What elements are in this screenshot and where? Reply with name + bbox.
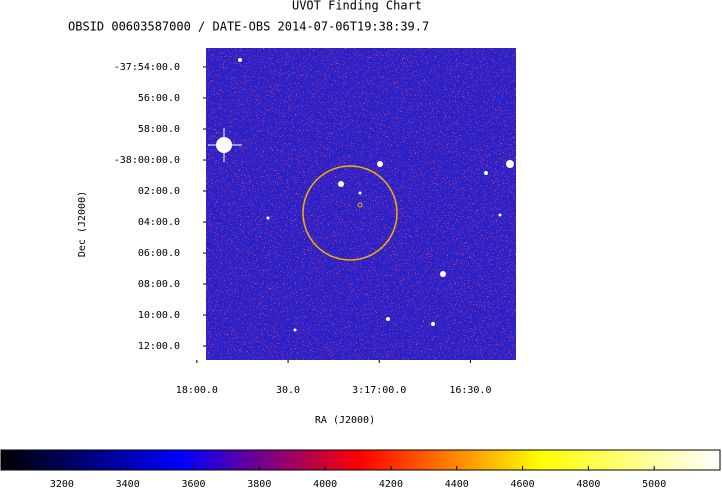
y-tick-label: 04:00.0	[138, 217, 180, 228]
colorbar-tick-label: 4400	[445, 479, 469, 489]
sky-image	[206, 48, 516, 360]
y-tick-label: 06:00.0	[138, 248, 180, 259]
chart-title: UVOT Finding Chart	[292, 0, 422, 13]
colorbar-tick-label: 3200	[50, 479, 74, 489]
y-tick-label: 12:00.0	[138, 341, 180, 352]
y-tick-label: 58:00.0	[138, 124, 180, 135]
y-tick-label: -37:54:00.0	[114, 62, 180, 73]
colorbar-tick-label: 4600	[511, 479, 535, 489]
colorbar-tick-label: 3800	[247, 479, 271, 489]
colorbar	[0, 449, 721, 471]
y-tick-label: 10:00.0	[138, 310, 180, 321]
x-tick-label: 18:00.0	[176, 385, 218, 396]
x-tick-label: 16:30.0	[449, 385, 491, 396]
x-tick-label: 3:17:00.0	[352, 385, 406, 396]
y-tick-label: 02:00.0	[138, 186, 180, 197]
chart-subtitle: OBSID 00603587000 / DATE-OBS 2014-07-06T…	[68, 20, 429, 34]
y-tick-label: 56:00.0	[138, 93, 180, 104]
colorbar-tick-label: 3600	[181, 479, 205, 489]
image-noise	[206, 48, 516, 360]
stars	[208, 58, 514, 332]
colorbar-tick-label: 4800	[576, 479, 600, 489]
colorbar-tick-label: 5000	[642, 479, 666, 489]
colorbar-tick-label: 4000	[313, 479, 337, 489]
colorbar-tick-label: 3400	[116, 479, 140, 489]
source-marker	[357, 202, 363, 208]
colorbar-tick-label: 4200	[379, 479, 403, 489]
y-axis-label: Dec (J2000)	[77, 191, 88, 257]
y-tick-label: -38:00:00.0	[114, 155, 180, 166]
x-tick-label: 30.0	[276, 385, 300, 396]
x-axis-label: RA (J2000)	[315, 415, 375, 426]
source-circle	[302, 165, 398, 261]
y-tick-label: 08:00.0	[138, 279, 180, 290]
